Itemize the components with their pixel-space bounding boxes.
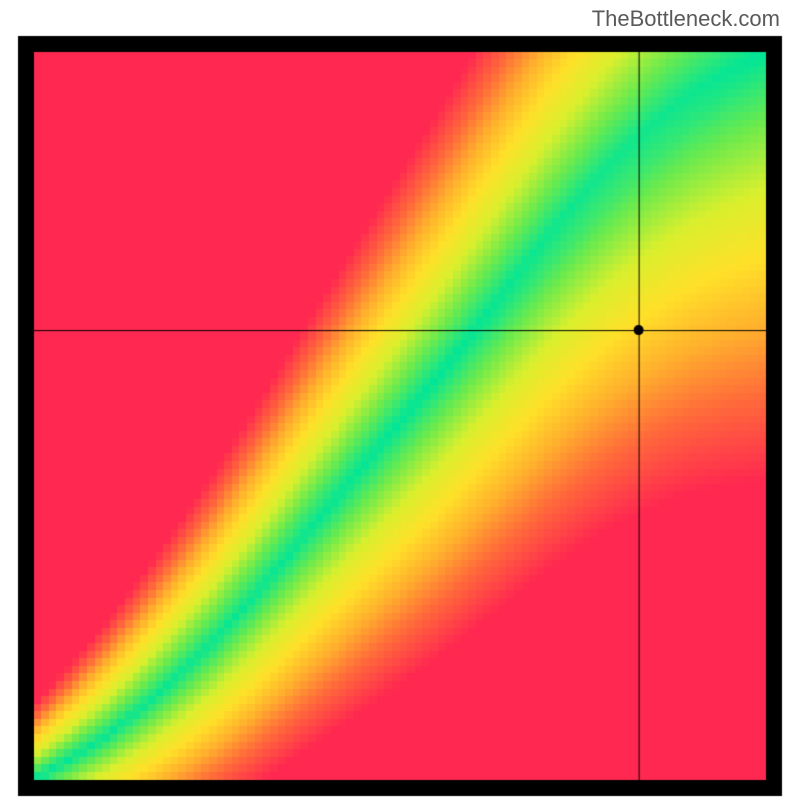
bottleneck-heatmap	[0, 0, 800, 800]
chart-container: TheBottleneck.com	[0, 0, 800, 800]
watermark-text: TheBottleneck.com	[592, 6, 780, 32]
